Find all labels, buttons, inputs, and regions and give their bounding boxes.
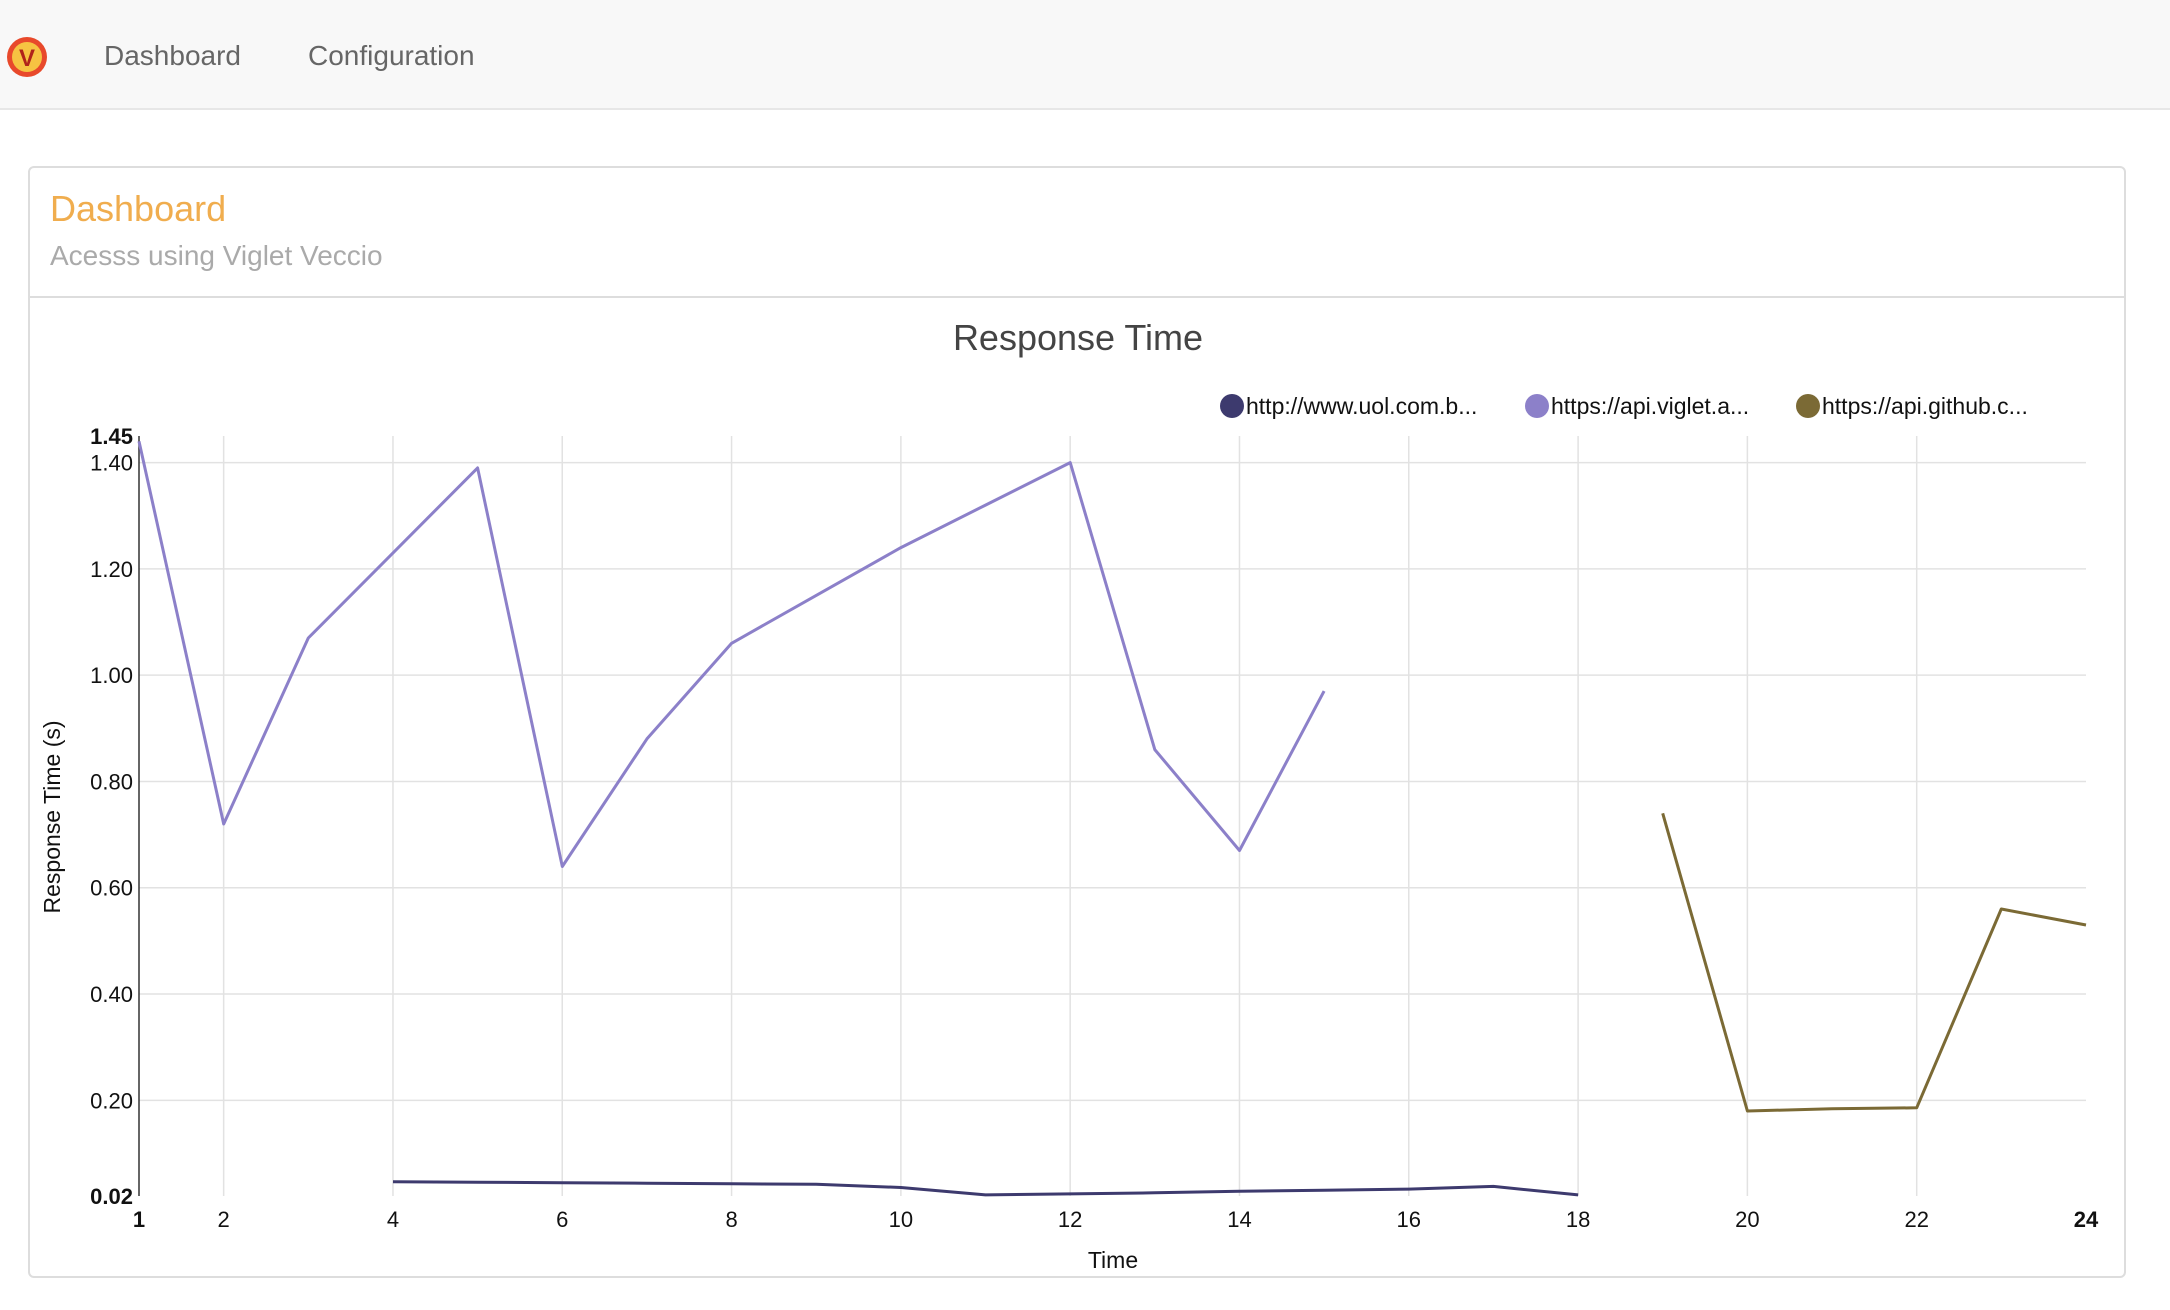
legend-item-viglet[interactable]: https://api.viglet.a... [1525, 393, 1749, 419]
x-tick-label: 20 [1735, 1207, 1759, 1232]
y-tick-label: 1.20 [90, 557, 133, 582]
x-tick-label: 1 [133, 1207, 145, 1232]
legend-label: http://www.uol.com.b... [1246, 393, 1477, 419]
legend-item-github[interactable]: https://api.github.c... [1796, 393, 2028, 419]
y-tick-label: 0.80 [90, 769, 133, 794]
series-line-uol[interactable] [393, 1182, 1578, 1195]
x-tick-label: 12 [1058, 1207, 1082, 1232]
legend-swatch [1220, 394, 1244, 418]
x-tick-label: 8 [725, 1207, 737, 1232]
x-tick-label: 14 [1227, 1207, 1251, 1232]
legend-swatch [1525, 394, 1549, 418]
x-tick-label: 4 [387, 1207, 399, 1232]
legend-label: https://api.github.c... [1822, 393, 2028, 419]
x-tick-label: 22 [1904, 1207, 1928, 1232]
legend-item-uol[interactable]: http://www.uol.com.b... [1220, 393, 1477, 419]
y-tick-label: 0.60 [90, 876, 133, 901]
y-tick-label: 0.20 [90, 1088, 133, 1113]
legend-label: https://api.viglet.a... [1551, 393, 1749, 419]
y-axis-label: Response Time (s) [39, 720, 65, 913]
x-tick-label: 2 [218, 1207, 230, 1232]
x-tick-label: 16 [1397, 1207, 1421, 1232]
legend-swatch [1796, 394, 1820, 418]
x-tick-label: 24 [2074, 1207, 2099, 1232]
x-axis-label: Time [1088, 1247, 1138, 1273]
y-tick-label: 0.40 [90, 982, 133, 1007]
x-tick-label: 6 [556, 1207, 568, 1232]
y-tick-label: 0.02 [90, 1184, 133, 1209]
series-line-github[interactable] [1663, 813, 2086, 1111]
chart-title: Response Time [953, 317, 1203, 358]
y-tick-label: 1.00 [90, 663, 133, 688]
y-tick-label: 1.45 [90, 424, 133, 449]
x-tick-label: 10 [889, 1207, 913, 1232]
x-tick-label: 18 [1566, 1207, 1590, 1232]
y-tick-label: 1.40 [90, 451, 133, 476]
